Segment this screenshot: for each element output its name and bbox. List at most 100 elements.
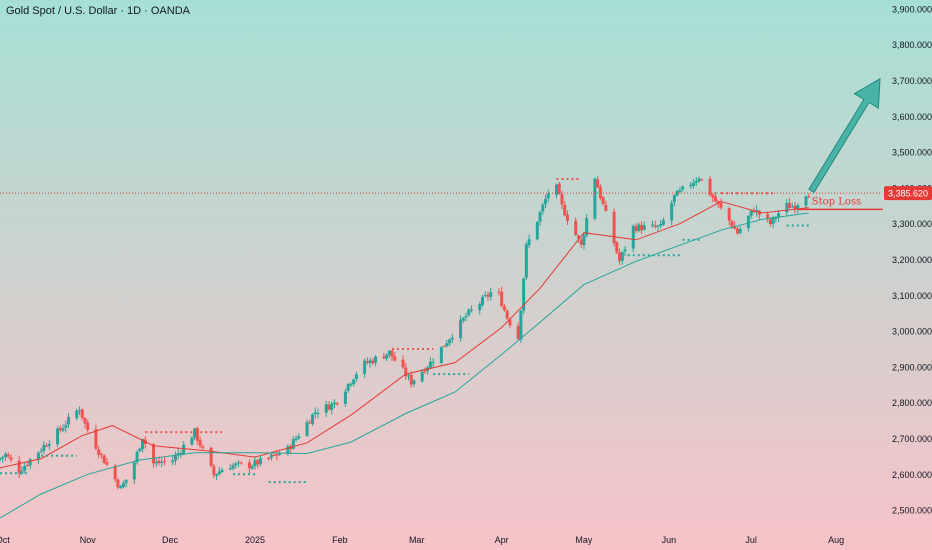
candle bbox=[198, 436, 202, 449]
candle-body bbox=[524, 244, 528, 278]
y-tick-label: 2,800.000 bbox=[892, 398, 932, 408]
candle-body bbox=[269, 454, 273, 458]
candle bbox=[61, 424, 65, 432]
y-tick-label: 2,700.000 bbox=[892, 434, 932, 444]
candle bbox=[28, 458, 32, 470]
candle bbox=[272, 453, 276, 457]
candle bbox=[406, 373, 410, 381]
candle-body bbox=[727, 208, 731, 221]
candle-body bbox=[365, 361, 369, 363]
candle-body bbox=[141, 439, 145, 449]
candle bbox=[308, 419, 312, 424]
candle-body bbox=[371, 360, 375, 364]
candle-body bbox=[294, 438, 298, 440]
candle bbox=[618, 248, 622, 266]
candle bbox=[83, 416, 87, 429]
candle-body bbox=[311, 414, 315, 424]
candle-body bbox=[527, 239, 531, 246]
candle bbox=[428, 357, 432, 369]
candle bbox=[450, 333, 454, 344]
candle bbox=[497, 287, 501, 296]
candle bbox=[697, 176, 701, 184]
candle-body bbox=[382, 356, 386, 359]
candle bbox=[412, 379, 416, 387]
candle bbox=[311, 413, 315, 427]
candle-body bbox=[119, 486, 123, 489]
candle-body bbox=[132, 462, 136, 480]
candle-body bbox=[247, 462, 251, 469]
candle-body bbox=[316, 413, 320, 415]
candle bbox=[105, 457, 109, 467]
candle-body bbox=[343, 391, 347, 404]
candle bbox=[757, 209, 761, 220]
candle-body bbox=[83, 418, 87, 424]
candle-body bbox=[0, 458, 2, 460]
candle-body bbox=[80, 409, 84, 418]
candle bbox=[363, 358, 367, 378]
candle-body bbox=[39, 450, 43, 452]
x-tick-label: Nov bbox=[80, 535, 97, 545]
y-tick-label: 2,500.000 bbox=[892, 506, 932, 516]
candle-body bbox=[3, 453, 7, 458]
candle bbox=[78, 406, 82, 415]
candle bbox=[119, 484, 123, 489]
candle-body bbox=[678, 190, 682, 192]
candle bbox=[576, 234, 580, 243]
candle-body bbox=[738, 228, 742, 233]
candle bbox=[623, 246, 627, 257]
candle-body bbox=[560, 194, 564, 205]
candle-body bbox=[121, 483, 125, 488]
candle-body bbox=[393, 356, 397, 361]
candle-body bbox=[116, 479, 120, 488]
candle bbox=[387, 349, 391, 358]
candle bbox=[612, 208, 616, 247]
candle bbox=[480, 294, 484, 308]
candle bbox=[689, 181, 693, 190]
candle-body bbox=[650, 224, 654, 226]
y-tick-label: 3,900.000 bbox=[892, 4, 932, 14]
candle bbox=[267, 456, 271, 461]
candle bbox=[675, 189, 679, 197]
candle-body bbox=[546, 193, 550, 199]
x-tick-label: Feb bbox=[332, 535, 348, 545]
candle bbox=[135, 450, 139, 465]
candle bbox=[634, 223, 638, 234]
candle-body bbox=[582, 235, 586, 245]
candle-body bbox=[579, 239, 583, 245]
candle bbox=[330, 401, 334, 415]
candle-body bbox=[102, 455, 106, 464]
candle-body bbox=[258, 458, 262, 465]
candle bbox=[250, 464, 254, 470]
candle-body bbox=[615, 242, 619, 253]
candle-body bbox=[220, 469, 224, 473]
candle bbox=[555, 183, 559, 199]
candle bbox=[239, 461, 243, 465]
y-tick-label: 3,100.000 bbox=[892, 291, 932, 301]
candle-body bbox=[439, 347, 443, 363]
candle-body bbox=[431, 361, 435, 363]
candle bbox=[1, 455, 5, 463]
candle bbox=[258, 455, 262, 467]
candle-body bbox=[574, 220, 578, 235]
candle bbox=[212, 463, 216, 479]
candle bbox=[516, 322, 520, 341]
candle bbox=[593, 177, 597, 221]
candle-body bbox=[565, 214, 569, 221]
candle-body bbox=[99, 453, 103, 455]
candle bbox=[371, 357, 375, 365]
candle-body bbox=[716, 200, 720, 204]
candle bbox=[478, 301, 482, 315]
candle-body bbox=[541, 204, 545, 212]
candle-body bbox=[428, 361, 432, 368]
candle bbox=[234, 461, 238, 469]
candle-body bbox=[749, 210, 753, 216]
candle bbox=[546, 189, 550, 202]
candle bbox=[678, 187, 682, 194]
candle bbox=[354, 371, 358, 382]
candle-body bbox=[585, 218, 589, 236]
candle-body bbox=[36, 452, 40, 460]
candle-body bbox=[297, 436, 301, 439]
candle-body bbox=[711, 194, 715, 198]
candle bbox=[790, 202, 794, 209]
